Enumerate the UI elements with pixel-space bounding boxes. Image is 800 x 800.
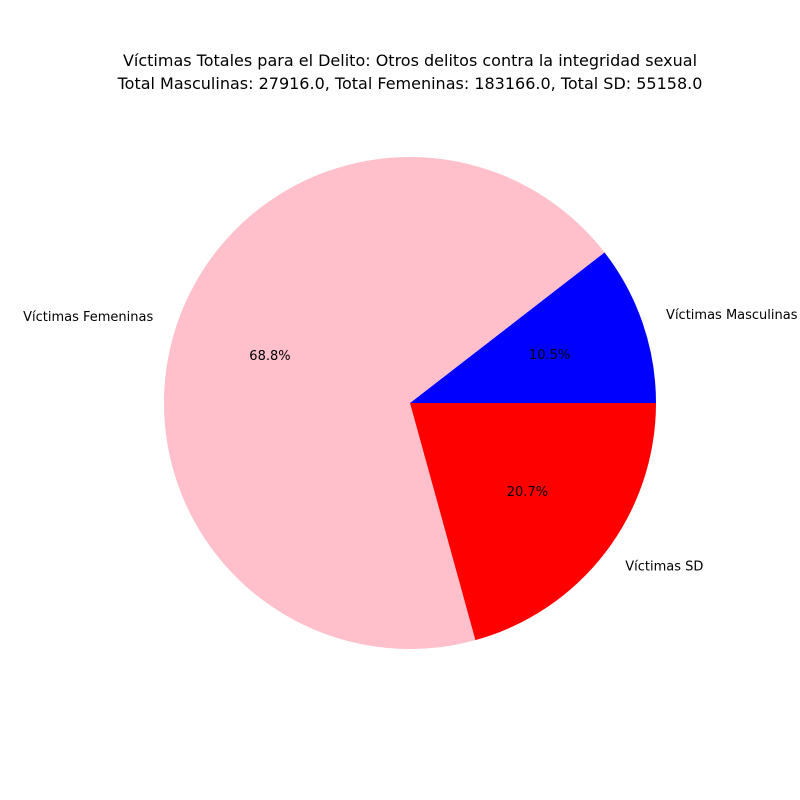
pct-label-victimas-femeninas: 68.8% (249, 349, 290, 364)
chart-subtitle: Total Masculinas: 27916.0, Total Femenin… (117, 74, 703, 93)
slice-label-victimas-femeninas: Víctimas Femeninas (23, 310, 153, 325)
pct-label-victimas-sd: 20.7% (507, 485, 548, 500)
pie-labels: Víctimas Masculinas 10.5% Víctimas Femenin… (23, 308, 798, 574)
slice-label-victimas-sd: Víctimas SD (625, 559, 703, 574)
pie-slice-victimas-masculinas (410, 252, 656, 403)
pie-slice-victimas-sd (410, 403, 656, 641)
pie-slice-victimas-femeninas (163, 156, 605, 649)
pie-slices (163, 156, 656, 649)
pct-label-victimas-masculinas: 10.5% (529, 348, 570, 363)
chart-title: Víctimas Totales para el Delito: Otros d… (123, 51, 697, 70)
slice-label-victimas-masculinas: Víctimas Masculinas (666, 308, 798, 323)
